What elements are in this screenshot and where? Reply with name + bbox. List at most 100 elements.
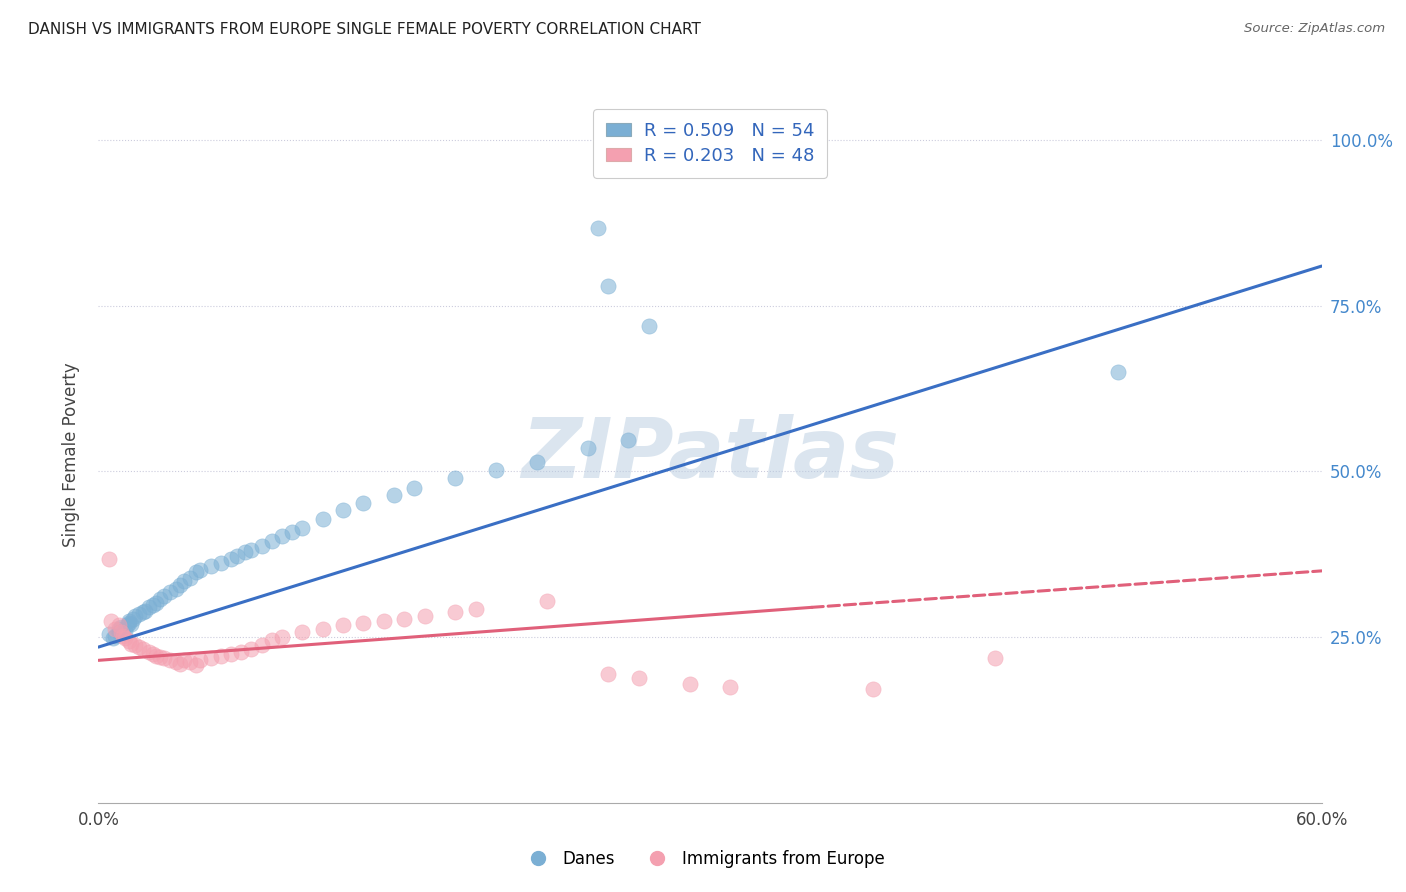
Point — [159, 585, 181, 599]
Point — [260, 534, 283, 549]
Point — [526, 454, 548, 468]
Point — [118, 614, 141, 628]
Point — [108, 618, 131, 632]
Point — [138, 645, 160, 659]
Point — [188, 653, 212, 667]
Point — [598, 279, 620, 293]
Point — [145, 596, 167, 610]
Point — [231, 645, 253, 659]
Point — [413, 609, 436, 624]
Point — [862, 681, 884, 696]
Point — [200, 651, 222, 665]
Point — [200, 558, 222, 573]
Point — [586, 220, 609, 235]
Point — [250, 539, 273, 553]
Point — [270, 529, 294, 543]
Point — [186, 565, 208, 579]
Point — [149, 650, 172, 665]
Point — [138, 600, 160, 615]
Point — [392, 611, 416, 625]
Text: ZIPatlas: ZIPatlas — [522, 415, 898, 495]
Text: Source: ZipAtlas.com: Source: ZipAtlas.com — [1244, 22, 1385, 36]
Point — [173, 574, 195, 588]
Point — [240, 542, 263, 557]
Point — [444, 471, 467, 485]
Point — [186, 657, 208, 672]
Point — [179, 656, 201, 670]
Point — [679, 676, 702, 690]
Point — [219, 647, 242, 661]
Point — [108, 624, 131, 639]
Point — [444, 605, 467, 619]
Point — [485, 463, 508, 477]
Point — [169, 578, 191, 592]
Point — [165, 656, 187, 670]
Point — [352, 615, 374, 630]
Point — [104, 622, 127, 636]
Point — [312, 622, 335, 636]
Point — [114, 624, 136, 638]
Point — [108, 622, 131, 636]
Point — [373, 614, 395, 628]
Point — [209, 648, 232, 663]
Point — [97, 627, 120, 641]
Point — [617, 433, 640, 447]
Point — [169, 657, 191, 671]
Point — [352, 496, 374, 510]
Point — [219, 552, 242, 566]
Point — [132, 642, 155, 657]
Point — [134, 604, 156, 618]
Point — [638, 318, 661, 333]
Point — [152, 651, 174, 665]
Point — [128, 640, 150, 654]
Point — [312, 512, 335, 526]
Text: DANISH VS IMMIGRANTS FROM EUROPE SINGLE FEMALE POVERTY CORRELATION CHART: DANISH VS IMMIGRANTS FROM EUROPE SINGLE … — [28, 22, 702, 37]
Point — [188, 563, 212, 577]
Point — [120, 616, 142, 631]
Point — [142, 599, 165, 613]
Point — [226, 549, 249, 564]
Point — [270, 630, 294, 644]
Point — [124, 638, 146, 652]
Point — [250, 638, 273, 652]
Point — [179, 570, 201, 584]
Point — [536, 593, 558, 607]
Point — [111, 626, 134, 640]
Point — [984, 651, 1007, 665]
Point — [124, 609, 146, 624]
Point — [132, 605, 155, 619]
Point — [100, 614, 122, 628]
Point — [720, 680, 742, 694]
Point — [118, 634, 141, 648]
Point — [240, 642, 263, 657]
Point — [110, 620, 132, 634]
Point — [145, 648, 167, 663]
Y-axis label: Single Female Poverty: Single Female Poverty — [62, 363, 80, 547]
Point — [118, 615, 141, 630]
Point — [101, 632, 124, 646]
Point — [122, 611, 145, 625]
Point — [114, 632, 136, 646]
Point — [110, 624, 132, 639]
Point — [120, 637, 142, 651]
Point — [115, 618, 138, 632]
Point — [152, 589, 174, 603]
Point — [382, 488, 405, 502]
Legend: Danes, Immigrants from Europe: Danes, Immigrants from Europe — [515, 844, 891, 875]
Point — [576, 442, 599, 456]
Legend: R = 0.509   N = 54, R = 0.203   N = 48: R = 0.509 N = 54, R = 0.203 N = 48 — [593, 109, 827, 178]
Point — [209, 556, 232, 570]
Point — [332, 618, 354, 632]
Point — [332, 503, 354, 517]
Point — [165, 582, 187, 597]
Point — [104, 629, 127, 643]
Point — [291, 521, 314, 535]
Point — [128, 607, 150, 621]
Point — [111, 629, 134, 643]
Point — [464, 602, 486, 616]
Point — [149, 591, 172, 606]
Point — [142, 647, 165, 661]
Point — [173, 653, 195, 667]
Point — [598, 666, 620, 681]
Point — [97, 552, 120, 566]
